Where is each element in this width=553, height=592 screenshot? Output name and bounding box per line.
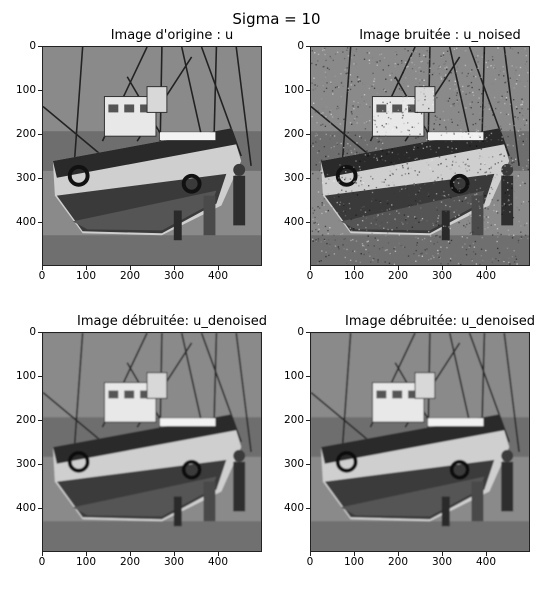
y-tick-label: 300: [6, 172, 36, 184]
panel-title: Image bruitée : u_noised: [310, 28, 553, 43]
panel-title: Image débruitée: u_denoised: [310, 314, 553, 329]
panel-noised: Image bruitée : u_noised 0 100 200 300 4…: [310, 46, 553, 306]
x-tick-label: 300: [427, 270, 457, 282]
x-tick-label: 100: [71, 270, 101, 282]
y-tick-label: 300: [274, 172, 304, 184]
y-tick-label: 100: [6, 370, 36, 382]
y-tick-label: 200: [6, 414, 36, 426]
panel-denoised-1: Image débruitée: u_denoised 0 100 200 30…: [42, 332, 302, 592]
y-tick-label: 400: [274, 502, 304, 514]
x-tick-label: 100: [339, 270, 369, 282]
x-tick-label: 100: [339, 556, 369, 568]
y-tick-label: 400: [274, 216, 304, 228]
x-tick-label: 400: [471, 270, 501, 282]
y-tick-label: 100: [274, 370, 304, 382]
y-tick-label: 0: [6, 40, 36, 52]
y-tick-label: 400: [6, 216, 36, 228]
y-tick-label: 200: [274, 414, 304, 426]
y-tick-label: 400: [6, 502, 36, 514]
x-tick-label: 200: [383, 270, 413, 282]
x-tick-label: 400: [471, 556, 501, 568]
y-tick-label: 200: [274, 128, 304, 140]
y-tick-label: 100: [6, 84, 36, 96]
boat-image: [310, 46, 530, 266]
boat-image: [42, 332, 262, 552]
boat-photo: [43, 333, 261, 551]
y-tick-label: 0: [274, 326, 304, 338]
y-tick-label: 0: [6, 326, 36, 338]
panel-original: Image d'origine : u 0 100 200 300 400 0 …: [42, 46, 302, 306]
x-tick-label: 200: [115, 270, 145, 282]
y-tick-label: 200: [6, 128, 36, 140]
x-tick-label: 200: [115, 556, 145, 568]
boat-image: [42, 46, 262, 266]
x-tick-label: 0: [295, 270, 325, 282]
x-tick-label: 200: [383, 556, 413, 568]
panel-denoised-2: Image débruitée: u_denoised 0 100 200 30…: [310, 332, 553, 592]
boat-photo: [43, 47, 261, 265]
panel-title: Image d'origine : u: [42, 28, 302, 43]
boat-photo: [311, 333, 529, 551]
x-tick-label: 0: [295, 556, 325, 568]
x-tick-label: 0: [27, 556, 57, 568]
boat-image: [310, 332, 530, 552]
x-tick-label: 300: [427, 556, 457, 568]
x-tick-label: 0: [27, 270, 57, 282]
y-tick-label: 300: [6, 458, 36, 470]
panel-title: Image débruitée: u_denoised: [42, 314, 302, 329]
y-tick-label: 100: [274, 84, 304, 96]
x-tick-label: 400: [203, 556, 233, 568]
figure-title: Sigma = 10: [0, 10, 553, 28]
y-tick-label: 300: [274, 458, 304, 470]
x-tick-label: 300: [159, 270, 189, 282]
y-tick-label: 0: [274, 40, 304, 52]
x-tick-label: 300: [159, 556, 189, 568]
boat-photo: [311, 47, 529, 265]
x-tick-label: 100: [71, 556, 101, 568]
x-tick-label: 400: [203, 270, 233, 282]
